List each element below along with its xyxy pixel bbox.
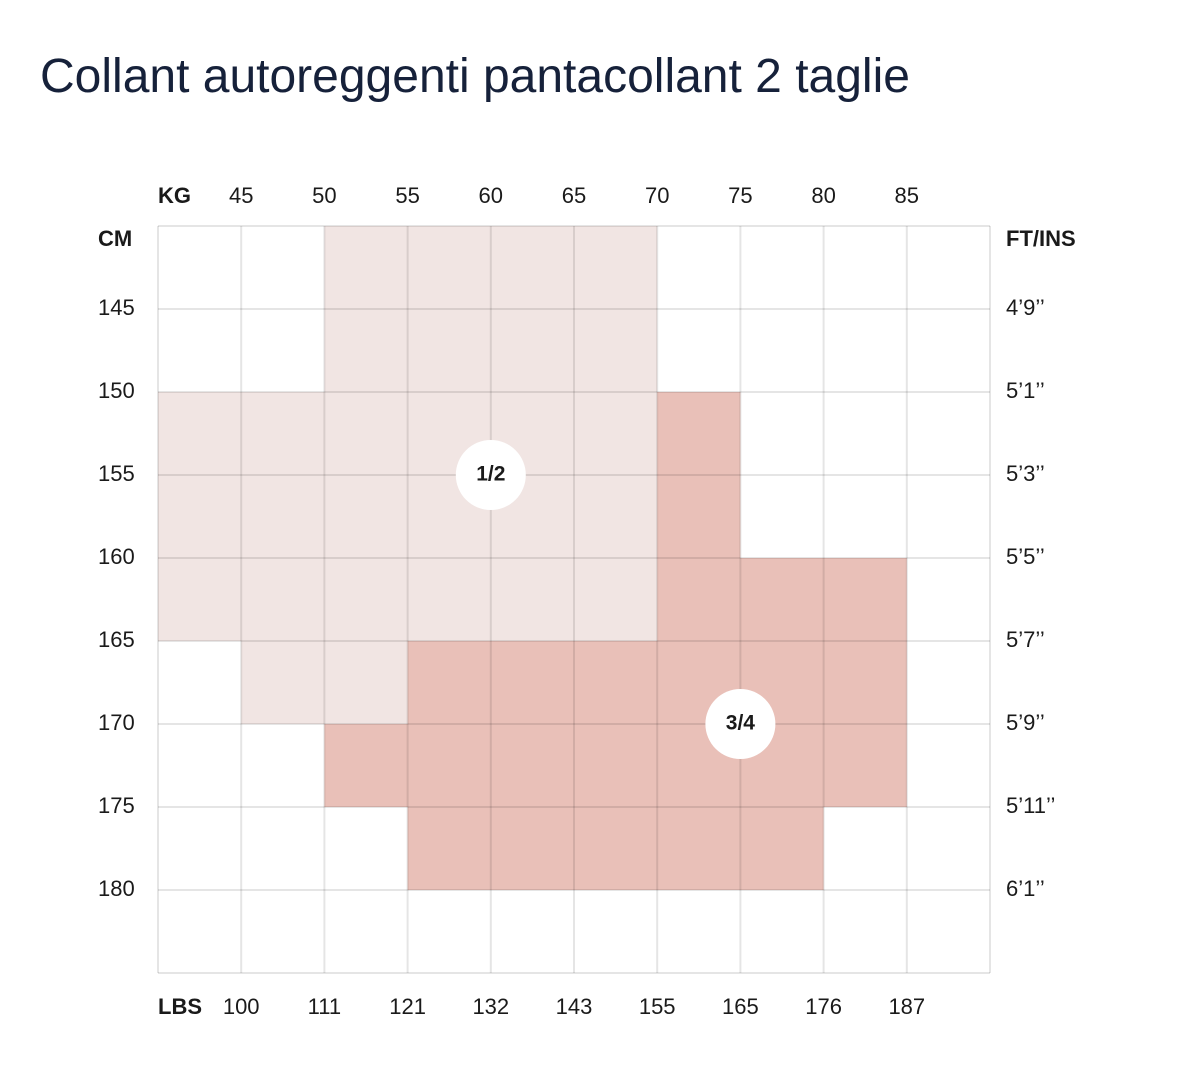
lbs-label: 111 (308, 994, 341, 1019)
size-zone (324, 724, 907, 807)
cm-label: 170 (98, 710, 135, 735)
kg-label: 50 (312, 183, 336, 208)
cm-header: CM (98, 226, 132, 251)
size-badge (455, 440, 526, 510)
size-zone (407, 641, 907, 724)
kg-label: 80 (811, 183, 835, 208)
cm-label: 145 (98, 295, 135, 320)
size-zone (158, 392, 658, 641)
lbs-label: 132 (472, 994, 509, 1019)
size-zone (657, 392, 741, 558)
ftins-label: 5’3’’ (1006, 461, 1045, 486)
ftins-label: 4’9’’ (1006, 295, 1045, 320)
kg-header: KG (158, 183, 191, 208)
lbs-label: 121 (389, 994, 426, 1019)
kg-label: 60 (479, 183, 503, 208)
ftins-header: FT/INS (1006, 226, 1076, 251)
lbs-label: 143 (556, 994, 593, 1019)
lbs-label: 165 (722, 994, 759, 1019)
kg-label: 75 (728, 183, 752, 208)
size-label: 3/4 (726, 712, 756, 735)
title: Collant autoreggenti pantacollant 2 tagl… (40, 50, 910, 103)
cm-label: 160 (98, 544, 135, 569)
ftins-label: 5’9’’ (1006, 710, 1045, 735)
size-label: 1/2 (476, 463, 505, 486)
ftins-label: 5’5’’ (1006, 544, 1045, 569)
size-zone (657, 558, 907, 641)
kg-label: 55 (395, 183, 419, 208)
kg-label: 85 (895, 183, 919, 208)
cm-label: 180 (98, 876, 135, 901)
lbs-label: 187 (888, 994, 925, 1019)
cm-label: 150 (98, 378, 135, 403)
size-zone (324, 226, 658, 392)
kg-label: 45 (229, 183, 253, 208)
lbs-label: 100 (223, 994, 260, 1019)
lbs-label: 176 (805, 994, 842, 1019)
ftins-label: 5’7’’ (1006, 627, 1045, 652)
size-badge (705, 689, 776, 759)
kg-label: 70 (645, 183, 669, 208)
cm-label: 155 (98, 461, 135, 486)
ftins-label: 5’1’’ (1006, 378, 1045, 403)
cm-label: 175 (98, 793, 135, 818)
size-zone (407, 807, 824, 890)
cm-label: 165 (98, 627, 135, 652)
size-zone (241, 641, 408, 724)
ftins-label: 5’11’’ (1006, 793, 1055, 818)
lbs-label: 155 (639, 994, 676, 1019)
ftins-label: 6’1’’ (1006, 876, 1045, 901)
lbs-header: LBS (158, 994, 202, 1019)
kg-label: 65 (562, 183, 586, 208)
